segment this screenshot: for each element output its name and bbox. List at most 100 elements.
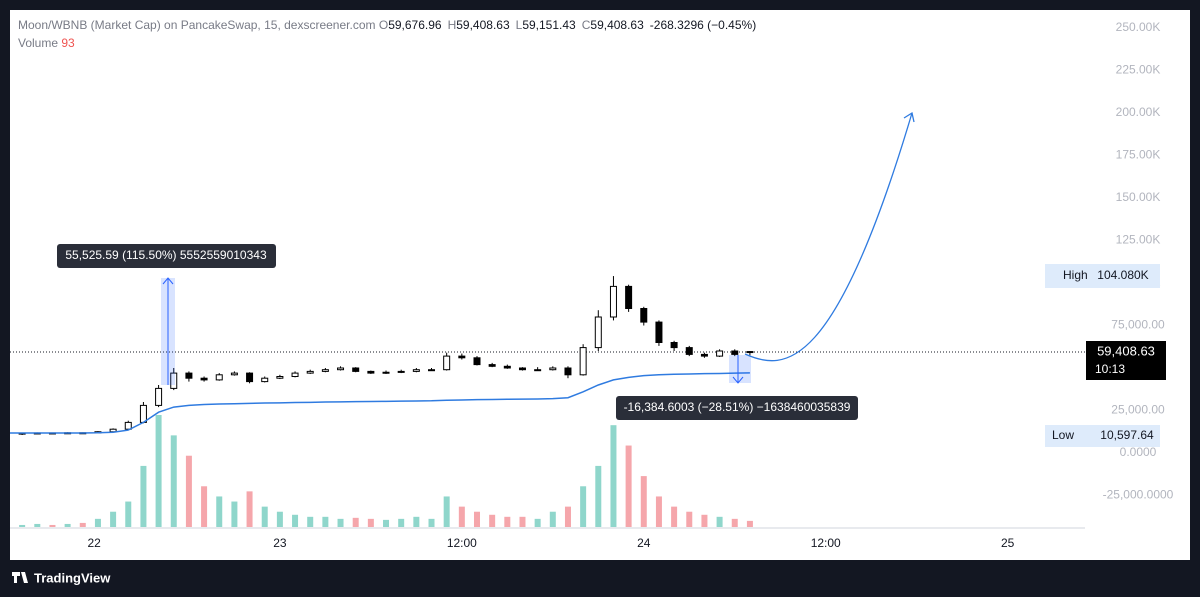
candle-body [230,372,238,376]
candle-body [185,372,193,379]
indicator-line [10,372,750,434]
candle-body [443,355,451,371]
volume-bar [701,514,708,527]
high-box [1045,264,1160,288]
volume-bar [79,522,86,527]
last-price-box [1086,341,1166,380]
measure-box [729,355,751,383]
candle-body [670,342,678,349]
candle-body [549,367,557,371]
ohlc-key: C [581,18,591,32]
volume-bar [352,517,359,527]
volume-bar [413,516,420,527]
candle-body [155,387,163,406]
candle-body [731,350,739,355]
volume-bar [231,501,238,527]
x-tick-label: 12:00 [811,536,841,550]
measure-arrowhead [732,376,744,384]
candle-body [412,369,420,372]
candle-body [200,377,208,381]
candle-body [337,367,345,371]
volume-bar [458,506,465,527]
candle-body [124,421,132,430]
candle-body [746,351,754,354]
volume-bar [110,511,117,527]
candle-body [609,285,617,318]
volume-bar [276,511,283,527]
volume-bar [201,486,208,527]
candle-body [428,369,436,372]
candle-body [518,367,526,371]
volume-bar [170,435,177,527]
candle-body [291,372,299,378]
y-tick-label: 125.00K [1116,233,1161,247]
volume-bar [398,518,405,527]
volume-bar [640,476,647,527]
volume-bar [716,516,723,527]
volume-bar [489,514,496,527]
drawn-arrowhead [903,111,915,123]
volume-bar [34,523,41,527]
candle-body [276,376,284,379]
x-tick-label: 24 [637,536,651,550]
high-label: High [1063,268,1088,282]
candle-body [306,370,314,374]
volume-bar [443,496,450,527]
candle-body [503,365,511,369]
candles [10,276,754,435]
volume-bars [19,415,753,527]
header: Moon/WBNB (Market Cap) on PancakeSwap, 1… [18,18,756,32]
candle-body [488,364,496,367]
volume-bar [94,518,101,527]
x-tick-label: 25 [1001,536,1015,550]
candle-body [215,374,223,381]
volume-bar [534,518,541,527]
measure-arrowhead [162,277,174,285]
candle-body [564,367,572,376]
volume-bar [549,511,556,527]
volume-bar [473,511,480,527]
candle-body [397,370,405,373]
volume-bar [307,516,314,527]
logo-icon [12,572,28,583]
brand: TradingView [34,570,111,585]
candle-body [625,285,633,309]
logo [12,572,28,583]
candle-body [321,369,329,372]
volume-bar [246,491,253,527]
countdown: 10:13 [1095,362,1125,376]
volume-bar [261,506,268,527]
candle-body [261,377,269,383]
ohlc: O59,676.96 H59,408.63 L59,151.43 C59,408.63 [379,18,650,32]
volume-bar [140,465,147,527]
candle-body [352,367,360,372]
low-value: 10,597.64 [1100,428,1154,442]
volume-bar [337,518,344,527]
volume-bar [625,445,632,527]
ohlc-key: H [447,18,457,32]
volume-bar [49,524,56,527]
last-price: 59,408.63 [1097,343,1155,358]
volume-bar [322,516,329,527]
annotation: 55,525.59 (115.50%) 5552559010343 [65,248,267,262]
y-tick-label: 25,000.00 [1111,403,1165,417]
annotation-box [57,244,276,268]
y-tick-label: 75,000.00 [1111,318,1165,332]
y-tick-label: 250.00K [1116,20,1161,34]
volume-bar [504,516,511,527]
volume-value: 93 [61,36,75,50]
x-tick-label: 22 [87,536,101,550]
y-tick-label: -25,000.0000 [1103,488,1174,502]
volume-header: Volume 93 [18,36,75,50]
volume-bar [155,415,162,527]
volume-bar [367,518,374,527]
candle-body [594,316,602,349]
drawn-arrow [744,112,913,362]
volume-bar [731,518,738,527]
y-tick-label: 225.00K [1116,63,1161,77]
volume-bar [19,524,26,527]
candle-body [246,372,254,383]
volume-bar [185,455,192,527]
